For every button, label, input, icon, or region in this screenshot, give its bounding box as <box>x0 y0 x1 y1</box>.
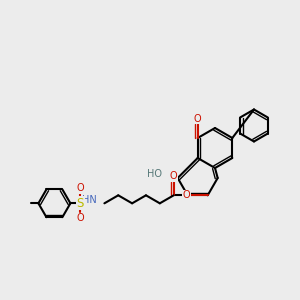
Text: HN: HN <box>82 195 96 205</box>
Text: O: O <box>183 190 190 200</box>
Text: O: O <box>76 213 84 223</box>
Text: O: O <box>170 171 178 181</box>
Text: HO: HO <box>147 169 162 179</box>
Text: O: O <box>76 183 84 193</box>
Text: S: S <box>77 197 84 210</box>
Text: O: O <box>194 114 202 124</box>
